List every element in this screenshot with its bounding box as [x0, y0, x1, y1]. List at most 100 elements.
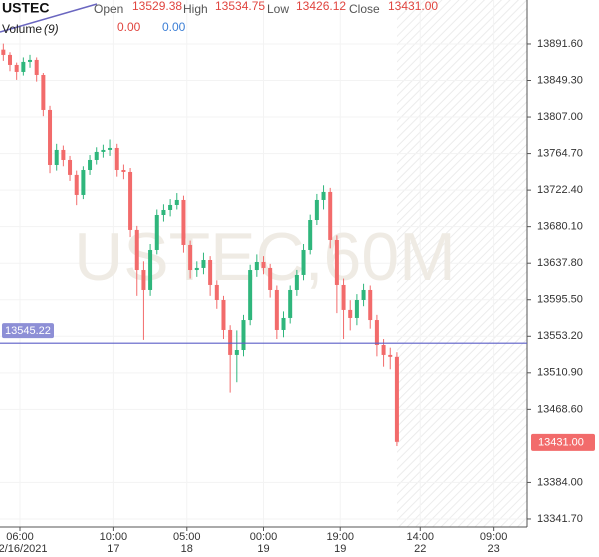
open-value: 13529.38: [132, 0, 182, 13]
y-tick-label: 13849.30: [537, 74, 583, 86]
candle-body: [1, 49, 6, 55]
candle-body: [68, 159, 73, 175]
candle-body: [381, 344, 386, 355]
candle-body: [8, 54, 13, 65]
candle-body: [314, 199, 319, 221]
candle-body: [281, 317, 286, 330]
x-tick-date: 19: [257, 543, 269, 555]
x-tick-label: 10:00: [100, 531, 128, 543]
candle-body: [41, 74, 46, 110]
hline-label: 13545.22: [5, 325, 51, 337]
y-tick-label: 13384.00: [537, 476, 583, 488]
candle-body: [201, 260, 206, 268]
candle-body: [354, 299, 359, 318]
candle-body: [214, 284, 219, 300]
candle-body: [254, 261, 259, 271]
candle-body: [94, 151, 99, 160]
candle-body: [161, 209, 166, 215]
candle-body: [61, 149, 66, 160]
candle-body: [141, 270, 146, 290]
candle-body: [228, 329, 233, 355]
x-tick-date: 02/16/2021: [0, 543, 48, 555]
x-tick-date: 22: [414, 543, 426, 555]
candle-body: [248, 270, 253, 321]
candle-body: [308, 220, 313, 250]
x-tick-label: 00:00: [250, 531, 278, 543]
candle-body: [108, 147, 113, 150]
x-tick-date: 18: [181, 543, 193, 555]
symbol: USTEC: [2, 0, 49, 16]
x-tick-label: 19:00: [326, 531, 354, 543]
candle-body: [341, 284, 346, 310]
candle-body: [114, 147, 119, 170]
candle-body: [394, 356, 399, 442]
y-tick-label: 13468.60: [537, 403, 583, 415]
last-price-box: [531, 433, 595, 451]
candle-body: [14, 64, 19, 72]
candle-body: [328, 191, 333, 240]
low-label: Low: [267, 2, 289, 16]
low-value: 13426.12: [296, 0, 346, 13]
candle-body: [121, 169, 126, 172]
candle-body: [48, 109, 53, 165]
open-label: Open: [94, 2, 123, 16]
y-tick-label: 13891.60: [537, 38, 583, 50]
candle-body: [348, 309, 353, 318]
x-tick-date: 17: [107, 543, 119, 555]
candle-body: [208, 260, 213, 285]
candle-body: [101, 149, 106, 152]
candle-body: [134, 229, 139, 271]
candle-body: [301, 249, 306, 275]
x-tick-label: 05:00: [173, 531, 201, 543]
x-tick-date: 19: [334, 543, 346, 555]
volume-label: Volume: [2, 22, 42, 36]
hline-label-box: [2, 323, 54, 339]
candle-body: [274, 289, 279, 330]
y-tick-label: 13807.00: [537, 111, 583, 123]
y-tick-label: 13341.70: [537, 513, 583, 525]
candle-body: [21, 61, 26, 72]
y-tick-label: 13722.40: [537, 184, 583, 196]
candle-body: [241, 320, 246, 351]
candle-body: [388, 354, 393, 357]
candle-body: [188, 244, 193, 271]
candle-body: [361, 289, 366, 300]
candle-body: [74, 174, 79, 195]
high-value: 13534.75: [215, 0, 265, 13]
candle-body: [81, 169, 86, 195]
y-tick-label: 13680.10: [537, 221, 583, 233]
y-tick-label: 13510.90: [537, 367, 583, 379]
volume-value-a: 0.00: [117, 20, 141, 34]
candle-body: [88, 159, 93, 170]
candle-body: [268, 267, 273, 290]
volume-param: (9): [44, 22, 59, 36]
y-tick-label: 13553.20: [537, 330, 583, 342]
candle-body: [334, 239, 339, 285]
grid: [0, 0, 527, 527]
candles: [1, 43, 399, 447]
candle-body: [221, 299, 226, 330]
candle-body: [168, 204, 173, 210]
candle-body: [154, 214, 159, 250]
trend-line: [0, 3, 98, 33]
volume-value-b: 0.00: [162, 20, 186, 34]
close-value: 13431.00: [388, 0, 438, 13]
x-tick-label: 06:00: [6, 531, 34, 543]
candle-body: [294, 274, 299, 290]
candle-body: [368, 289, 373, 321]
x-tick-label: 09:00: [480, 531, 508, 543]
candle-body: [288, 289, 293, 318]
candle-body: [148, 249, 153, 290]
candle-body: [261, 261, 266, 268]
y-tick-label: 13595.50: [537, 294, 583, 306]
watermark: USTEC,60M: [74, 219, 456, 295]
y-tick-label: 13637.80: [537, 257, 583, 269]
last-price-label: 13431.00: [538, 437, 584, 449]
close-label: Close: [349, 2, 380, 16]
candle-body: [28, 59, 33, 62]
candle-body: [181, 199, 186, 245]
candle-body: [34, 59, 39, 75]
candle-body: [174, 199, 179, 205]
